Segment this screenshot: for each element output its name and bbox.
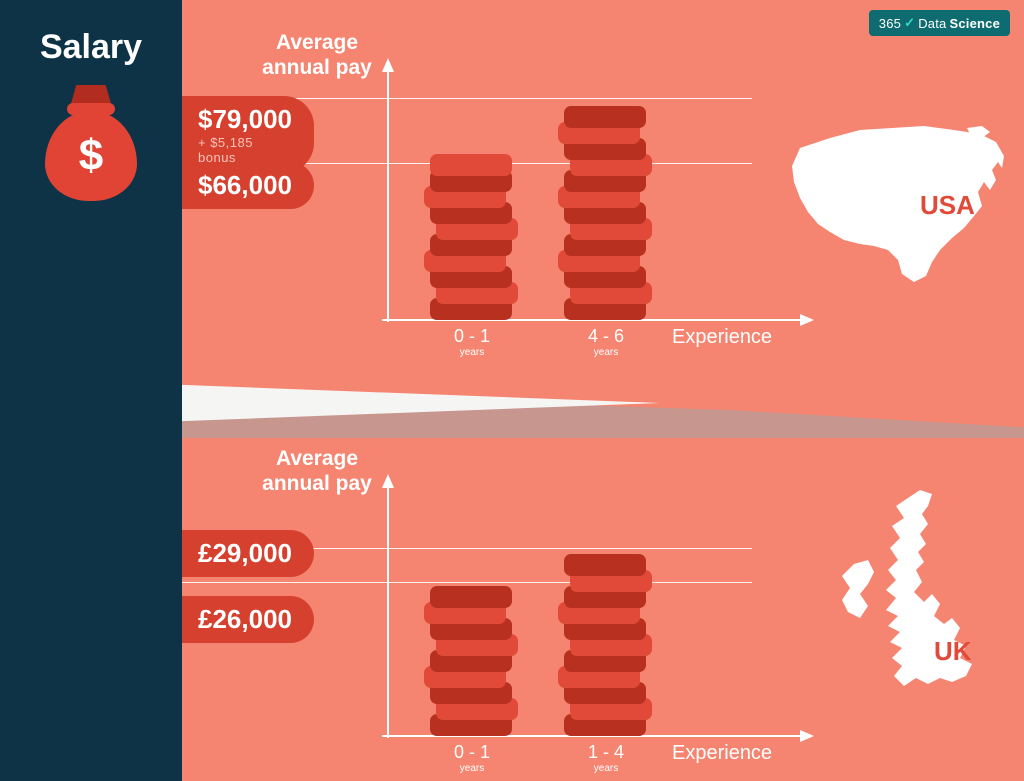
y-axis-title-usa: Average annual pay [242, 30, 392, 80]
bar-usa-1 [564, 98, 646, 320]
map-label-uk: UK [934, 636, 972, 667]
salary-pill-uk-high: £29,000 [180, 530, 314, 577]
map-label-usa: USA [920, 190, 975, 221]
logo-brand-bold: Science [949, 16, 1000, 31]
salary-value-usa-high: $79,000 [198, 104, 292, 134]
x-label-uk-1: 1 - 4 years [556, 742, 656, 774]
sidebar-title: Salary [0, 28, 182, 67]
logo-brand-light: Data [918, 16, 946, 31]
bar-uk-0 [430, 590, 512, 736]
salary-value-uk-low: £26,000 [198, 604, 292, 634]
x-label-usa-0: 0 - 1 years [422, 326, 522, 358]
uk-map-icon [832, 484, 992, 714]
x-axis-title-uk: Experience [672, 742, 772, 765]
logo-prefix: 365 [879, 16, 901, 31]
sidebar: Salary $ [0, 0, 182, 781]
x-label-usa-1: 4 - 6 years [556, 326, 656, 358]
logo-check-icon: ✓ [904, 15, 915, 31]
x-label-uk-0: 0 - 1 years [422, 742, 522, 774]
salary-value-usa-low: $66,000 [198, 170, 292, 200]
map-uk: UK [832, 484, 992, 719]
usa-map-icon [782, 120, 1012, 290]
main-panel: 365 ✓ DataScience Average annual pay $79… [182, 0, 1024, 781]
bar-uk-1 [564, 556, 646, 736]
dollar-icon: $ [79, 131, 103, 181]
map-usa: USA [782, 120, 1012, 295]
salary-value-uk-high: £29,000 [198, 538, 292, 568]
x-axis-title-usa: Experience [672, 326, 772, 349]
brand-logo: 365 ✓ DataScience [869, 10, 1010, 36]
infographic-canvas: Salary $ 365 ✓ DataScience Average annua… [0, 0, 1024, 781]
salary-pill-usa-low: $66,000 [180, 162, 314, 209]
salary-pill-uk-low: £26,000 [180, 596, 314, 643]
salary-bonus-usa: + $5,185 bonus [198, 135, 292, 165]
money-bag-icon: $ [41, 85, 141, 205]
y-axis-title-uk: Average annual pay [242, 446, 392, 496]
bar-usa-0 [430, 156, 512, 320]
